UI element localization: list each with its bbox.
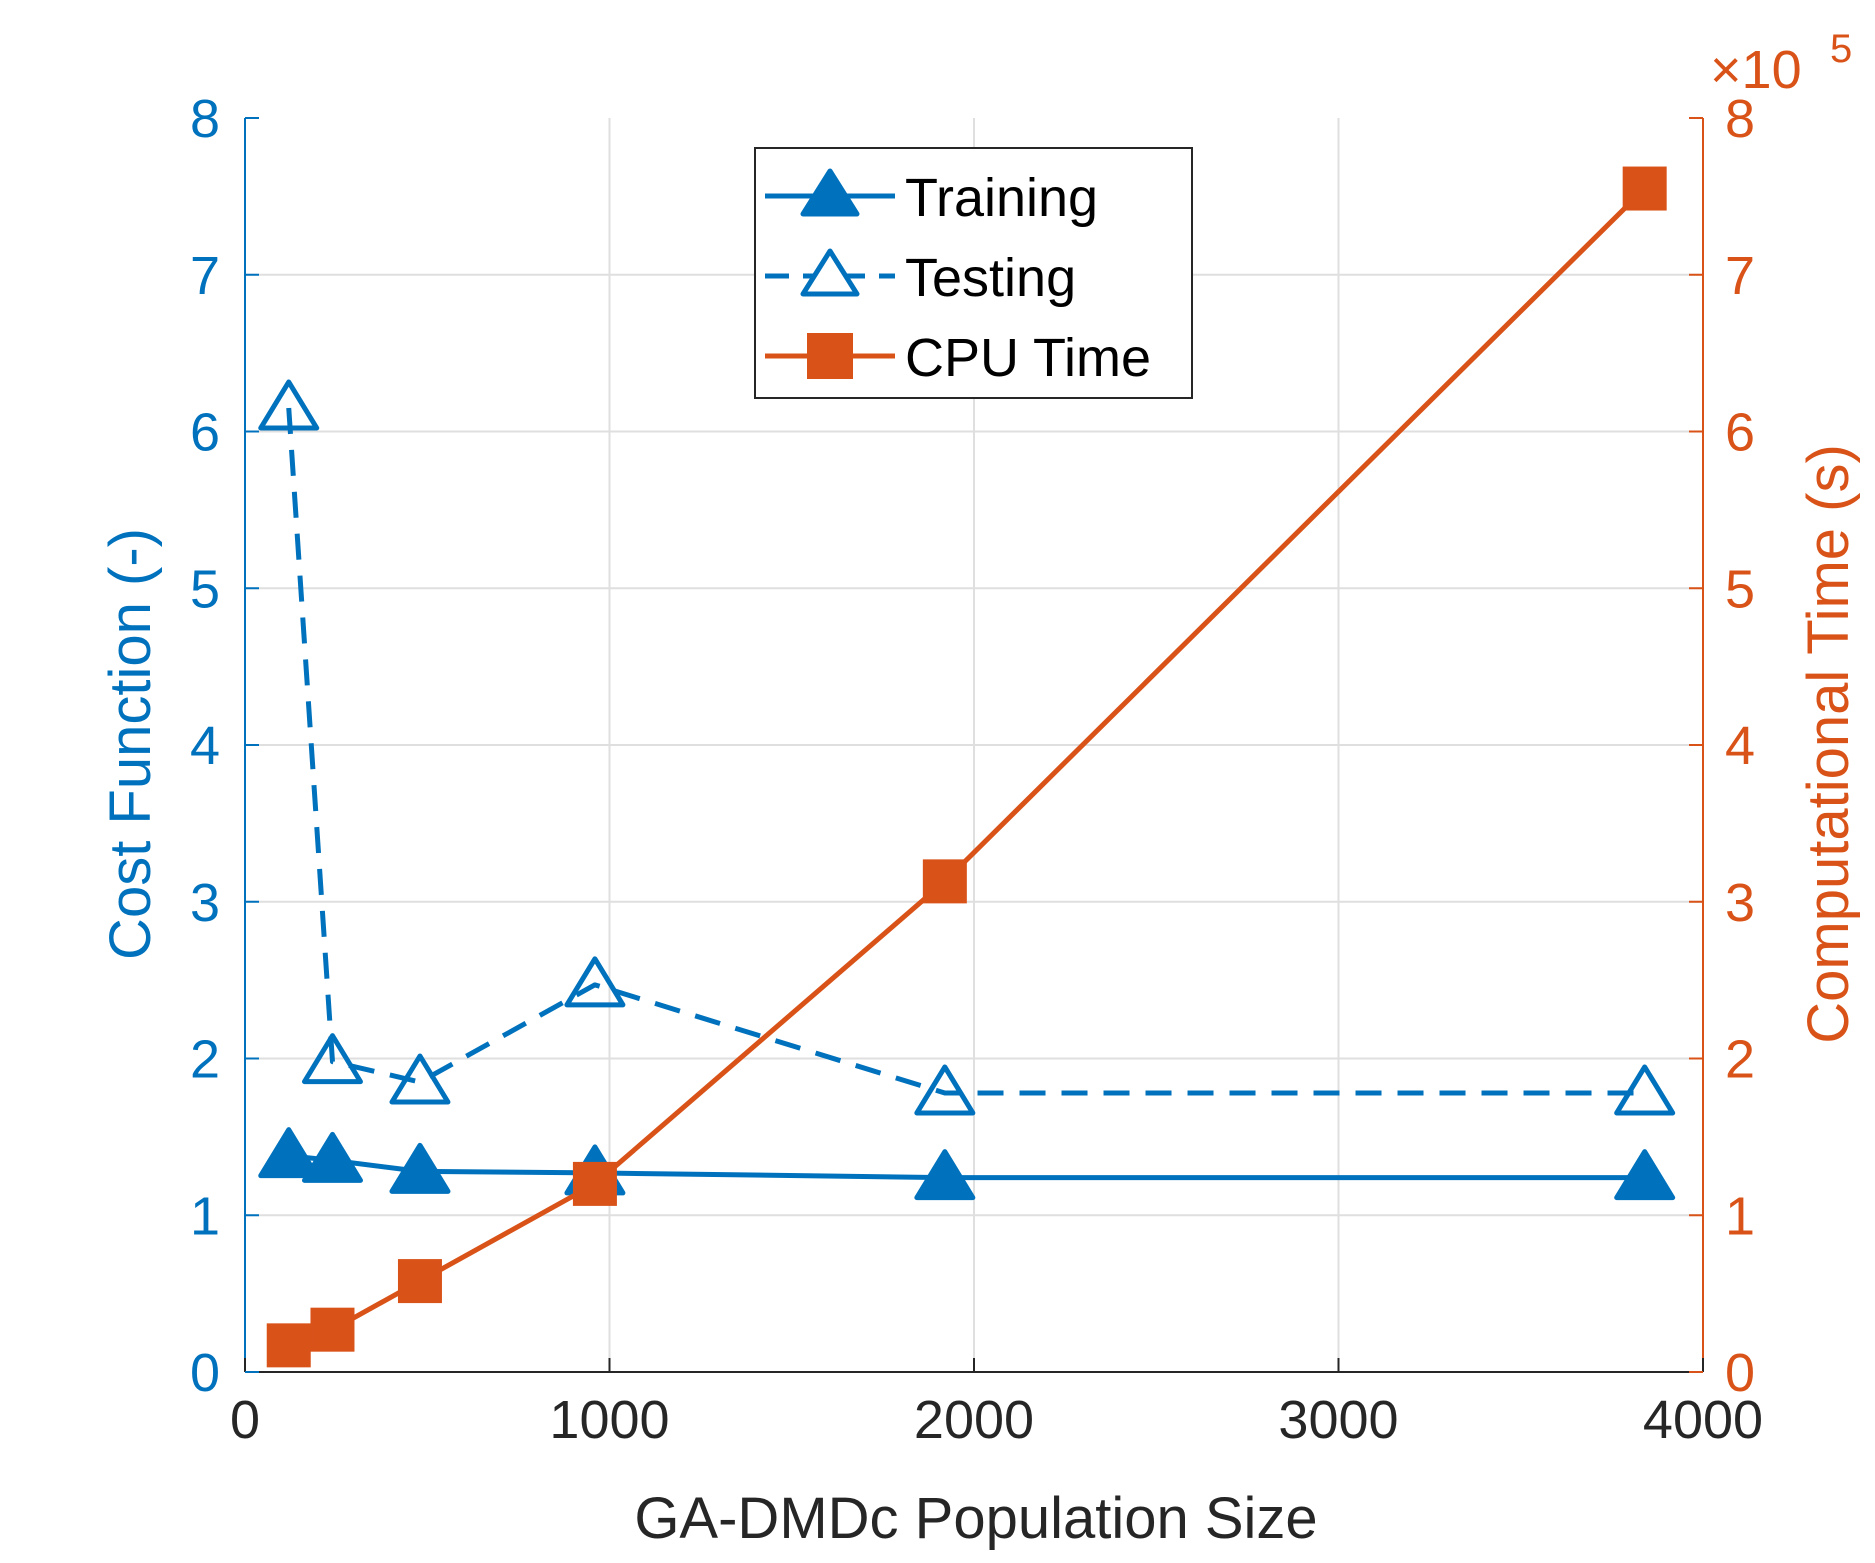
y-left-tick-label: 2	[190, 1030, 220, 1090]
data-point-cpu-time	[266, 1323, 311, 1368]
y-left-tick-label: 6	[190, 403, 220, 463]
y-left-tick-label: 8	[190, 89, 220, 149]
y-left-tick-label: 5	[190, 559, 220, 619]
y-axis-right-label: Computational Time (s)	[1796, 444, 1861, 1044]
exponent-multiplier: ×10	[1710, 40, 1802, 100]
y-left-tick-label: 4	[190, 716, 220, 776]
x-tick-label: 3000	[1278, 1390, 1398, 1450]
y-left-tick-label: 1	[190, 1186, 220, 1246]
y-right-tick-label: 8	[1725, 89, 1755, 149]
legend-label-training: Training	[905, 168, 1098, 228]
legend-entry-testing: Testing	[765, 248, 1076, 308]
data-point-training	[301, 1131, 363, 1183]
data-point-training	[1614, 1149, 1676, 1201]
legend-marker-cpu-time	[807, 333, 853, 379]
y-axis-left-label: Cost Function (-)	[98, 528, 163, 960]
legend: Training Testing CPU Time	[754, 147, 1193, 399]
y-left-tick-label: 3	[190, 873, 220, 933]
y-right-tick-label: 4	[1725, 716, 1755, 776]
y-left-tick-label: 0	[190, 1343, 220, 1403]
legend-label-cpu-time: CPU Time	[905, 328, 1151, 388]
data-point-training	[258, 1127, 320, 1179]
exponent-power: 5	[1830, 27, 1852, 71]
y-right-tick-label: 0	[1725, 1343, 1755, 1403]
data-point-cpu-time	[572, 1161, 617, 1206]
series-layer	[258, 166, 1676, 1368]
data-point-testing	[301, 1033, 363, 1085]
y-right-tick-label: 1	[1725, 1186, 1755, 1246]
y-right-tick-label: 3	[1725, 873, 1755, 933]
x-tick-label: 2000	[914, 1390, 1034, 1450]
legend-label-testing: Testing	[905, 248, 1076, 308]
data-point-training	[389, 1142, 451, 1194]
data-point-testing	[564, 956, 626, 1008]
data-point-training	[914, 1149, 976, 1201]
y-right-tick-label: 6	[1725, 403, 1755, 463]
data-point-testing	[914, 1064, 976, 1116]
x-tick-label: 0	[230, 1390, 260, 1450]
legend-marker-testing	[800, 248, 860, 297]
legend-entry-training: Training	[765, 168, 1098, 228]
data-point-testing	[389, 1053, 451, 1105]
legend-entry-cpu-time: CPU Time	[765, 328, 1151, 388]
axes	[244, 117, 1704, 1373]
legend-marker-training	[800, 168, 860, 217]
x-tick-label: 4000	[1643, 1390, 1763, 1450]
y-right-tick-label: 5	[1725, 559, 1755, 619]
x-axis-label: GA-DMDc Population Size	[634, 1486, 1317, 1551]
data-point-cpu-time	[310, 1307, 355, 1352]
data-point-cpu-time	[922, 859, 967, 904]
y-left-tick-label: 7	[190, 246, 220, 306]
y-right-tick-label: 7	[1725, 246, 1755, 306]
series-line-testing	[286, 407, 1645, 1096]
data-point-testing	[1614, 1064, 1676, 1116]
x-tick-label: 1000	[549, 1390, 669, 1450]
y-right-tick-label: 2	[1725, 1030, 1755, 1090]
data-point-cpu-time	[397, 1259, 442, 1304]
data-point-cpu-time	[1622, 166, 1667, 211]
data-point-testing	[258, 379, 320, 431]
